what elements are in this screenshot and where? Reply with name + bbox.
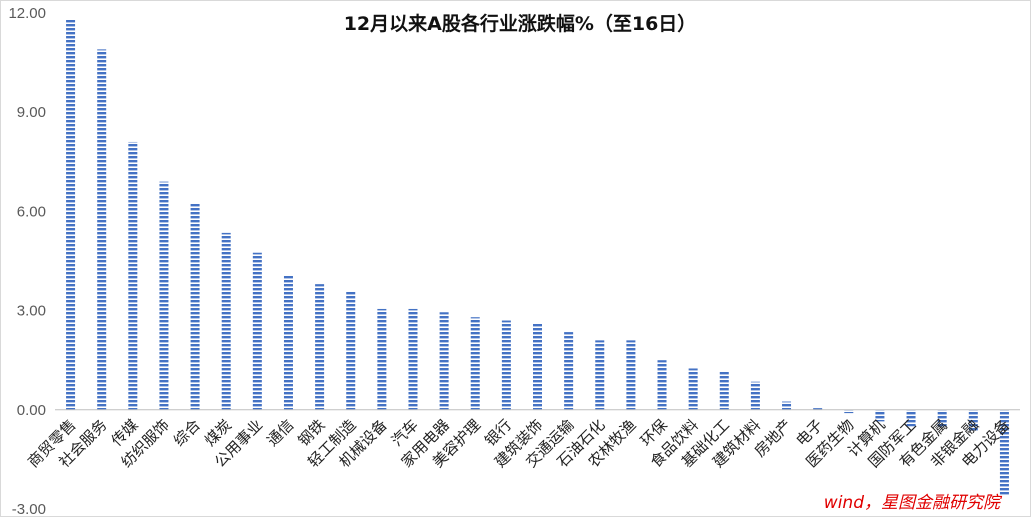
- bar: [875, 409, 885, 422]
- bar: [595, 340, 605, 410]
- x-category-label: 综合: [170, 416, 204, 450]
- bar: [97, 49, 107, 410]
- bar: [439, 312, 449, 410]
- bar: [999, 409, 1009, 496]
- source-note: wind，星图金融研究院: [824, 493, 1003, 513]
- bar: [813, 408, 823, 410]
- bar: [501, 320, 511, 410]
- bar: [657, 360, 667, 410]
- bar: [346, 290, 356, 410]
- bar: [906, 409, 916, 427]
- bars-group: [66, 19, 1009, 496]
- y-tick-label: 9.00: [17, 104, 46, 121]
- bar: [159, 181, 169, 410]
- bar: [315, 284, 325, 410]
- bar: [283, 275, 293, 410]
- bar: [190, 203, 200, 410]
- y-tick-label: -3.00: [12, 501, 46, 517]
- bar: [377, 308, 387, 410]
- bar: [128, 141, 138, 410]
- bar: [968, 409, 978, 432]
- bar: [750, 381, 760, 410]
- chart-title: 12月以来A股各行业涨跌幅%（至16日）: [344, 12, 697, 35]
- y-axis: 12.00 9.00 6.00 3.00 0.00 -3.00: [8, 5, 46, 517]
- y-tick-label: 6.00: [17, 203, 46, 220]
- bar: [782, 401, 792, 410]
- x-category-label: 通信: [263, 416, 297, 450]
- bar: [533, 323, 542, 410]
- bar: [937, 409, 947, 428]
- bar: [844, 409, 854, 414]
- bar: [719, 371, 729, 410]
- bar: [221, 232, 231, 410]
- x-labels-group: 商贸零售社会服务传媒纺织服饰综合煤炭公用事业通信钢铁轻工制造机械设备汽车家用电器…: [24, 416, 1013, 471]
- bar: [626, 340, 636, 410]
- y-tick-label: 12.00: [8, 5, 46, 22]
- bar: [470, 317, 480, 410]
- y-tick-label: 3.00: [17, 303, 46, 320]
- y-tick-label: 0.00: [17, 402, 46, 419]
- bar: [252, 252, 262, 410]
- bar: [66, 19, 76, 410]
- bar: [408, 308, 418, 410]
- bar: [688, 368, 698, 410]
- bar: [564, 332, 574, 410]
